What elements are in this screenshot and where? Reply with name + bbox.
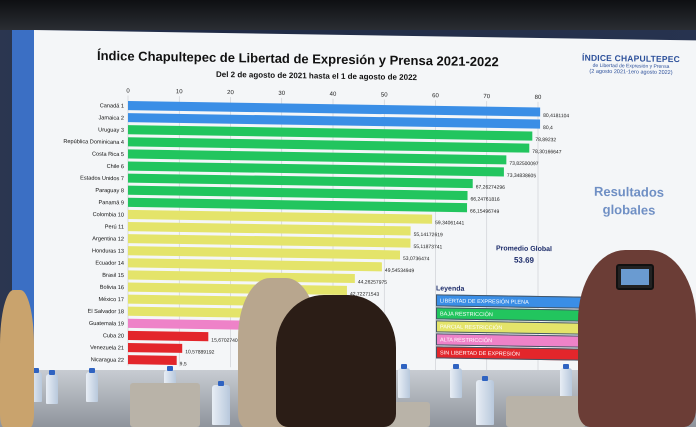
data-label: 42,72271543 [350, 291, 379, 297]
data-label: 53,0736474 [403, 256, 430, 262]
category-label: Paraguay 8 [95, 188, 124, 194]
bar [128, 149, 507, 165]
data-label: 15,67027406 [211, 338, 240, 344]
x-tick-label: 20 [227, 90, 234, 96]
data-label: 66,24761816 [471, 196, 500, 202]
data-label: 78,89232 [535, 137, 556, 143]
x-tick-label: 80 [535, 95, 542, 101]
bar [128, 209, 433, 224]
water-bottle [46, 370, 58, 404]
data-label: 55,14172619 [414, 232, 443, 238]
phone [616, 264, 654, 290]
bar [128, 330, 209, 342]
category-label: Ecuador 14 [95, 260, 124, 266]
category-label: República Dominicana 4 [63, 139, 124, 146]
water-bottle [450, 364, 462, 398]
category-label: Cuba 20 [103, 333, 124, 339]
bar [128, 221, 411, 236]
data-label: 10,57889192 [185, 349, 214, 355]
legend: Leyenda LIBERTAD DE EXPRESIÓN PLENA BAJA … [436, 285, 582, 361]
category-label: Argentina 12 [92, 236, 124, 242]
legend-item: ALTA RESTRICCIÓN [436, 333, 582, 348]
legend-item: BAJA RESTRICCIÓN [436, 307, 582, 322]
bar [128, 234, 411, 248]
bar [128, 258, 382, 272]
legend-title: Leyenda [436, 285, 465, 293]
category-label: México 17 [99, 297, 124, 303]
category-label: Chile 6 [107, 164, 124, 170]
category-label: Nicaragua 22 [91, 357, 124, 364]
bar [128, 161, 504, 177]
bar [128, 282, 347, 296]
bar-chart: 0 10 20 30 40 50 60 70 80 Canadá 1 80,4181104 Jamai… [63, 88, 569, 373]
projection-screen: Índice Chapultepec de Libertad de Expres… [34, 30, 696, 393]
attendee-dark-hair [276, 295, 396, 427]
category-label: Estados Unidos 7 [80, 176, 124, 183]
category-label: Perú 11 [105, 224, 124, 230]
category-label: Canadá 1 [100, 103, 124, 109]
x-tick-label: 40 [330, 92, 337, 98]
bar [128, 355, 177, 365]
data-label: 67,26274296 [476, 184, 505, 190]
bar [128, 173, 473, 189]
data-label: 59,34061441 [435, 220, 464, 226]
data-label: 80,4181104 [543, 113, 569, 119]
x-tick-label: 10 [176, 89, 183, 95]
ceiling [0, 0, 696, 30]
bar [128, 125, 533, 141]
bar [128, 342, 183, 353]
category-label: Bolivia 16 [100, 285, 124, 291]
water-bottle [476, 376, 494, 425]
bar [128, 100, 541, 117]
data-label: 44,26257975 [358, 279, 387, 285]
data-label: 80,4 [543, 125, 553, 131]
bar [128, 137, 530, 153]
data-label: 49,54534949 [385, 268, 414, 274]
category-label: Jamaica 2 [99, 115, 124, 121]
bar [128, 113, 541, 129]
category-label: El Salvador 18 [88, 309, 124, 316]
data-label: 9,5 [180, 361, 187, 367]
x-tick-label: 50 [381, 92, 388, 98]
x-tick-label: 60 [432, 93, 439, 99]
category-label: Uruguay 3 [98, 127, 124, 133]
category-label: Colombia 10 [93, 212, 124, 218]
water-bottle [86, 368, 98, 402]
attendee-left [0, 290, 34, 427]
category-label: Brasil 15 [102, 273, 124, 279]
bar [128, 197, 468, 213]
x-tick-label: 0 [126, 88, 130, 94]
water-bottle [398, 364, 410, 398]
data-label: 55,11873741 [413, 244, 442, 250]
average-value: 53.69 [513, 255, 535, 265]
category-label: Costa Rica 5 [92, 152, 124, 159]
water-bottle [560, 364, 572, 398]
category-label: Guatemala 19 [89, 321, 124, 328]
legend-item: SIN LIBERTAD DE EXPRESIÓN [436, 346, 582, 361]
chair [130, 383, 200, 427]
legend-item: PARCIAL RESTRICCIÓN [436, 320, 582, 335]
x-tick-label: 70 [483, 94, 490, 100]
bar [128, 246, 401, 260]
water-bottle [212, 381, 230, 425]
legend-item: LIBERTAD DE EXPRESIÓN PLENA [436, 294, 582, 309]
bar [128, 270, 355, 284]
category-label: Venezuela 21 [90, 345, 124, 352]
data-label: 73,82500097 [509, 161, 538, 167]
chair [506, 396, 586, 427]
x-tick-label: 30 [278, 91, 285, 97]
bar [128, 185, 468, 201]
data-label: 73,34838605 [507, 173, 536, 179]
category-label: Panamá 9 [99, 200, 124, 206]
global-average: Promedio Global 53.69 [469, 243, 579, 267]
category-label: Honduras 13 [92, 248, 124, 255]
screen-edge [12, 30, 34, 370]
data-label: 78,30166647 [532, 149, 561, 155]
data-label: 66,15496749 [470, 209, 499, 215]
